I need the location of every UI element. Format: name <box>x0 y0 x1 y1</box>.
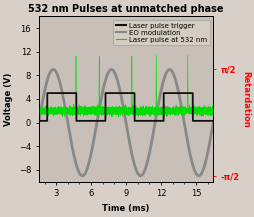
Y-axis label: Retardation: Retardation <box>241 71 250 127</box>
Title: 532 nm Pulses at unmatched phase: 532 nm Pulses at unmatched phase <box>28 4 224 14</box>
X-axis label: Time (ms): Time (ms) <box>102 204 150 213</box>
Y-axis label: Voltage (V): Voltage (V) <box>4 72 13 126</box>
Legend: Laser pulse trigger, EO modulation, Laser pulse at 532 nm: Laser pulse trigger, EO modulation, Lase… <box>113 20 210 45</box>
